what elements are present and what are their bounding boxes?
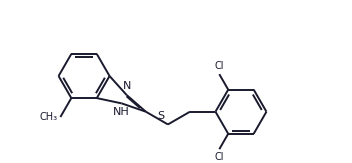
Text: S: S [157, 111, 164, 121]
Text: Cl: Cl [214, 152, 224, 162]
Text: Cl: Cl [214, 61, 224, 71]
Text: N: N [122, 81, 131, 91]
Text: NH: NH [113, 107, 130, 117]
Text: CH₃: CH₃ [39, 112, 58, 122]
